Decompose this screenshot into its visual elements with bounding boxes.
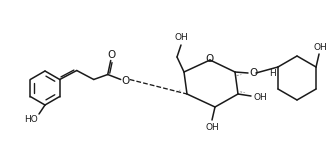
Text: OH: OH bbox=[205, 122, 219, 132]
Text: O: O bbox=[249, 68, 257, 78]
Text: H: H bbox=[270, 69, 276, 79]
Text: O: O bbox=[206, 54, 214, 64]
Text: OH: OH bbox=[253, 93, 267, 101]
Text: OH: OH bbox=[174, 33, 188, 42]
Text: O: O bbox=[121, 75, 130, 86]
Text: O: O bbox=[108, 51, 116, 60]
Text: HO: HO bbox=[24, 115, 38, 125]
Text: ···: ··· bbox=[238, 88, 246, 98]
Text: OH: OH bbox=[313, 42, 327, 52]
Text: ···: ··· bbox=[235, 71, 243, 81]
Text: ···: ··· bbox=[174, 86, 184, 98]
